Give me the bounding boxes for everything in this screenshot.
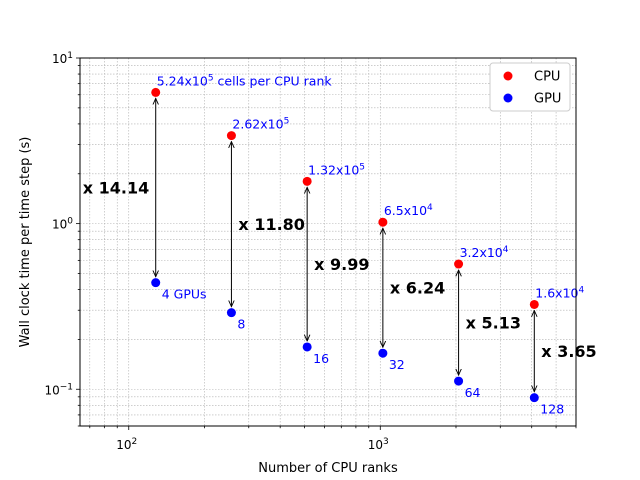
y-tick-label: 100 bbox=[52, 217, 73, 232]
speedup-label: x 11.80 bbox=[238, 215, 304, 234]
y-tick-label: 10−1 bbox=[44, 382, 73, 397]
cpu-cells-label: 5.24x105 cells per CPU rank bbox=[157, 73, 333, 88]
gpu-point bbox=[378, 348, 388, 358]
cpu-point bbox=[378, 217, 388, 227]
cpu-cells-label: 6.5x104 bbox=[384, 203, 433, 218]
gpu-count-label: 128 bbox=[540, 402, 564, 417]
annotations: x 14.14 x 11.80 x 9.99 x 6.24 x 5.13 x 3.65 5.… bbox=[83, 73, 597, 416]
speedup-label: x 3.65 bbox=[541, 342, 596, 361]
gpu-point bbox=[529, 393, 539, 403]
cpu-point bbox=[302, 176, 312, 186]
legend-marker-gpu bbox=[503, 93, 513, 103]
gpu-point bbox=[226, 308, 236, 318]
speedup-label: x 5.13 bbox=[466, 314, 521, 333]
gpu-point bbox=[454, 376, 464, 386]
gpu-point bbox=[302, 342, 312, 352]
x-axis-label: Number of CPU ranks bbox=[258, 461, 398, 476]
y-axis-label: Wall clock time per time step (s) bbox=[18, 137, 33, 348]
data-points bbox=[151, 87, 539, 403]
y-tick-label: 101 bbox=[52, 51, 73, 66]
gpu-count-label: 64 bbox=[465, 385, 481, 400]
cpu-point bbox=[454, 259, 464, 269]
cpu-cells-label: 1.6x104 bbox=[535, 285, 584, 300]
x-tick-label: 103 bbox=[368, 437, 389, 452]
cpu-point bbox=[226, 131, 236, 141]
legend-label-cpu: CPU bbox=[534, 70, 560, 85]
speedup-label: x 6.24 bbox=[390, 279, 445, 298]
x-tick-label: 102 bbox=[116, 437, 137, 452]
gpu-count-label: 8 bbox=[237, 317, 245, 332]
speedup-label: x 14.14 bbox=[83, 179, 149, 198]
cpu-cells-label: 1.32x105 bbox=[308, 162, 365, 177]
cpu-cells-label: 2.62x105 bbox=[232, 117, 289, 132]
cpu-point bbox=[529, 299, 539, 309]
legend-marker-cpu bbox=[503, 71, 513, 81]
cpu-cells-label: 3.2x104 bbox=[460, 245, 509, 260]
gpu-count-label: 32 bbox=[389, 357, 405, 372]
gpu-count-label: 16 bbox=[313, 351, 329, 366]
legend-label-gpu: GPU bbox=[534, 92, 561, 107]
cpu-point bbox=[151, 87, 161, 97]
speedup-label: x 9.99 bbox=[314, 255, 369, 274]
axis-ticks: 102 103 10−1 100 101 bbox=[44, 51, 577, 452]
plot-frame bbox=[79, 57, 577, 427]
gpu-count-label: 4 GPUs bbox=[162, 287, 207, 302]
legend: CPU GPU bbox=[489, 62, 571, 112]
gpu-point bbox=[151, 278, 161, 288]
plot-area bbox=[80, 58, 576, 426]
